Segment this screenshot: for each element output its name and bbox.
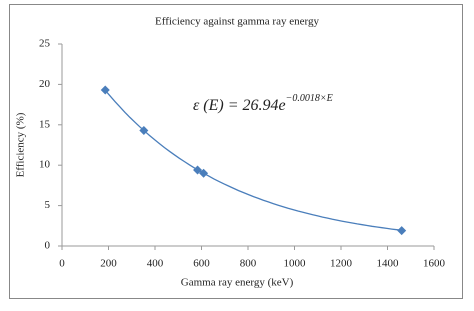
x-tick-label: 1000 xyxy=(284,258,307,270)
equation-exponent: −0.0018×E xyxy=(286,93,333,104)
y-axis-label: Efficiency (%) xyxy=(15,112,27,177)
x-tick-label: 200 xyxy=(100,258,117,270)
y-tick-label: 15 xyxy=(39,118,51,130)
data-point xyxy=(199,168,209,178)
trendline xyxy=(104,89,402,231)
data-point xyxy=(193,165,203,175)
x-tick-label: 400 xyxy=(147,258,164,270)
x-tick-label: 0 xyxy=(59,258,65,270)
data-point xyxy=(397,226,407,236)
x-tick-label: 600 xyxy=(193,258,210,270)
x-tick-label: 800 xyxy=(240,258,257,270)
x-tick-label: 1400 xyxy=(377,258,400,270)
x-tick-label: 1600 xyxy=(423,258,446,270)
equation: ε (E) = 26.94e−0.0018×E xyxy=(193,93,333,113)
y-tick-label: 10 xyxy=(39,159,51,171)
data-point xyxy=(139,125,149,135)
data-point xyxy=(100,85,110,95)
chart-border xyxy=(9,4,463,299)
x-tick-label: 1200 xyxy=(330,258,353,270)
y-tick-label: 5 xyxy=(45,199,51,211)
y-tick-label: 25 xyxy=(39,38,51,50)
y-tick-label: 20 xyxy=(39,78,51,90)
chart-title: Efficiency against gamma ray energy xyxy=(155,16,319,28)
x-axis-label: Gamma ray energy (keV) xyxy=(181,277,294,289)
y-tick-label: 0 xyxy=(45,240,51,252)
equation-base: ε (E) = 26.94e xyxy=(193,97,286,114)
